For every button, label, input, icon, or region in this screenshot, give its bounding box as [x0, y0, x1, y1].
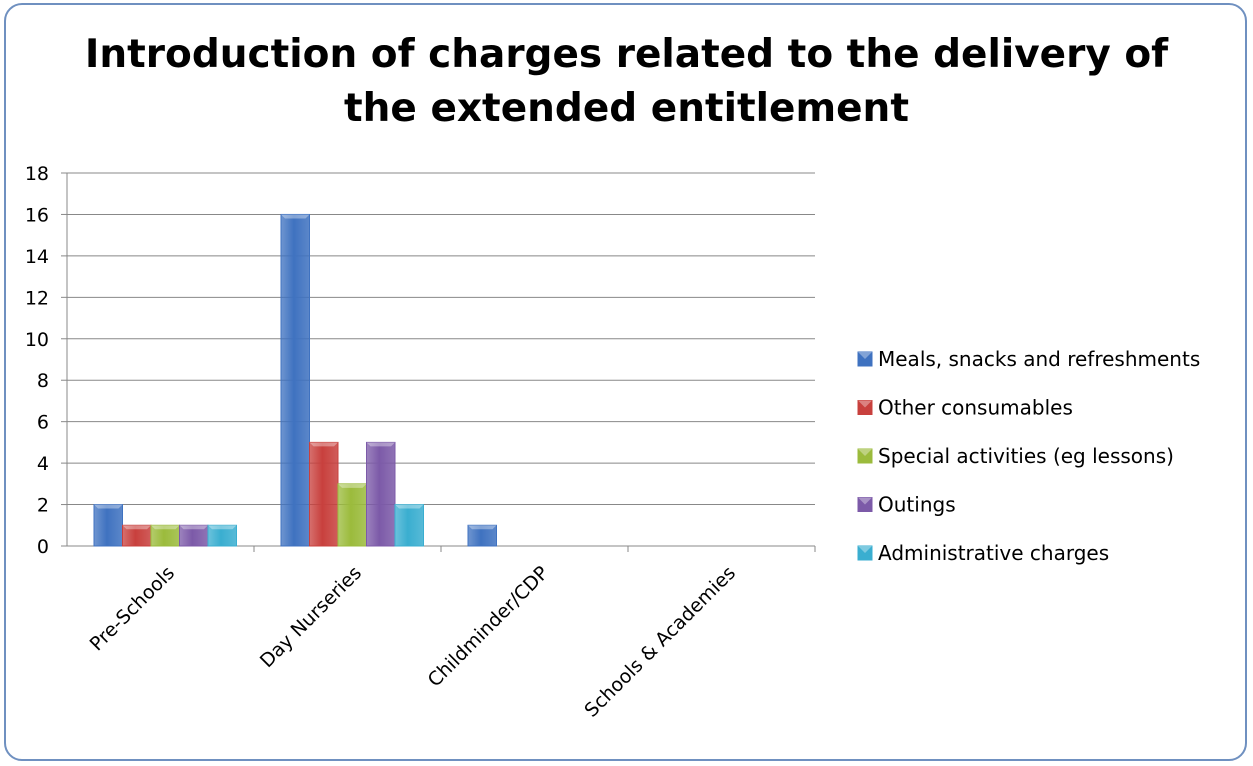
- legend-label-other-consumables: Other consumables: [878, 396, 1073, 420]
- bar-pre-schools-meals-snacks-and-refreshments: [93, 504, 123, 547]
- bar-bevel: [208, 525, 237, 530]
- y-tick-label: 16: [25, 204, 49, 226]
- legend-label-administrative-charges: Administrative charges: [878, 541, 1109, 565]
- bar-bevel: [179, 525, 208, 530]
- y-tick-label: 6: [37, 412, 49, 434]
- legend-label-outings: Outings: [878, 493, 956, 517]
- bar-bevel: [468, 525, 497, 530]
- bar-bevel: [366, 442, 395, 447]
- y-tick-label: 10: [25, 329, 49, 351]
- legend-swatch-bevel: [858, 449, 872, 456]
- legend-swatch-bevel: [858, 497, 872, 505]
- chart-title-line-1: Introduction of charges related to the d…: [84, 32, 1169, 77]
- legend-swatch-bevel: [858, 400, 872, 408]
- legend-swatch-administrative-charges: [857, 545, 873, 561]
- bar-bevel: [151, 525, 180, 530]
- y-tick-label: 8: [37, 370, 49, 392]
- y-tick-label: 2: [37, 495, 49, 517]
- bar-day-nurseries-special-activities-eg-lessons: [337, 483, 367, 547]
- chart-frame: [4, 3, 1247, 761]
- y-tick-label: 18: [25, 163, 49, 185]
- y-tick-label: 12: [25, 287, 49, 309]
- bar-childminder-cdp-meals-snacks-and-refreshments: [467, 524, 497, 547]
- legend-swatch-outings: [857, 497, 873, 512]
- legend-label-special-activities-eg-lessons: Special activities (eg lessons): [878, 444, 1174, 468]
- x-tick-label: Childminder/CDP: [424, 562, 553, 691]
- bar-day-nurseries-meals-snacks-and-refreshments: [280, 213, 310, 547]
- y-tick-label: 4: [37, 453, 49, 475]
- legend-swatch-special-activities-eg-lessons: [857, 448, 873, 464]
- bar-bevel: [281, 214, 310, 219]
- legend-swatch-bevel: [858, 352, 872, 359]
- bar-day-nurseries-outings: [366, 441, 396, 547]
- legend-swatch-bevel: [858, 546, 872, 553]
- chart-title-line-2: the extended entitlement: [344, 86, 909, 131]
- bar-bevel: [309, 442, 338, 447]
- bar-pre-schools-administrative-charges: [207, 524, 237, 547]
- legend-label-meals-snacks-and-refreshments: Meals, snacks and refreshments: [878, 347, 1200, 371]
- legend-swatch-meals-snacks-and-refreshments: [857, 351, 873, 367]
- y-tick-label: 0: [37, 536, 49, 558]
- bar-bevel: [122, 525, 151, 530]
- bar-bevel: [395, 504, 424, 509]
- chart-title: Introduction of charges related to the d…: [0, 28, 1253, 136]
- x-tick-label: Schools & Academies: [580, 562, 740, 722]
- legend-swatch-other-consumables: [857, 400, 873, 415]
- bar-bevel: [338, 483, 367, 488]
- bar-bevel: [94, 504, 123, 509]
- bar-day-nurseries-other-consumables: [309, 441, 339, 547]
- x-tick-label: Pre-Schools: [86, 562, 179, 655]
- bar-day-nurseries-administrative-charges: [394, 504, 424, 547]
- y-tick-label: 14: [25, 246, 49, 268]
- x-tick-label: Day Nurseries: [256, 562, 366, 672]
